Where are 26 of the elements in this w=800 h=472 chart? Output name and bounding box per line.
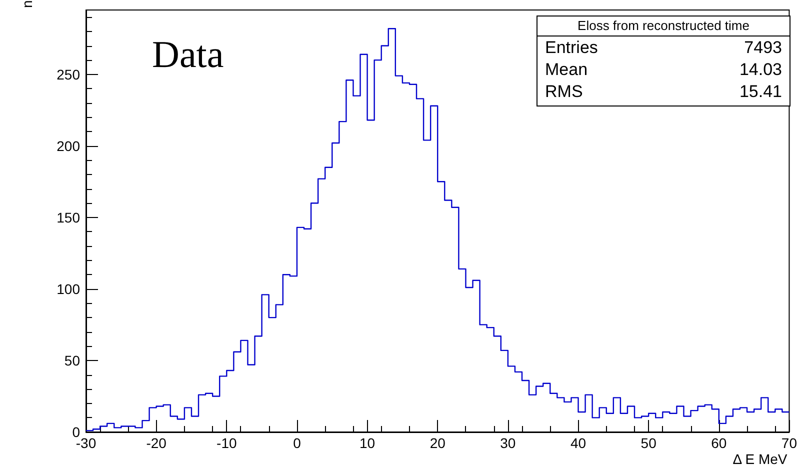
- y-tick-label: 100: [56, 280, 80, 297]
- y-axis-title: n: [19, 0, 35, 8]
- x-tick-label: -10: [216, 435, 237, 451]
- y-tick-label: 0: [72, 424, 80, 440]
- y-tick-label: 250: [56, 66, 80, 82]
- x-tick-label: -20: [146, 435, 167, 451]
- x-tick-label: 50: [640, 435, 657, 451]
- y-tick-label: 50: [64, 352, 80, 368]
- annotation: 7493: [744, 38, 782, 57]
- y-tick-label: 200: [56, 138, 80, 154]
- annotation: Entries: [545, 38, 598, 57]
- y-tick-label: 150: [56, 209, 80, 226]
- x-tick-label: 30: [500, 435, 516, 451]
- annotation: Mean: [545, 60, 588, 79]
- annotation: Data: [152, 34, 224, 76]
- x-tick-label: 40: [570, 435, 586, 451]
- annotation: Eloss from reconstructed time: [578, 18, 750, 33]
- annotation: RMS: [545, 82, 583, 101]
- x-tick-label: 70: [781, 435, 798, 451]
- annotation: 15.41: [739, 82, 782, 101]
- x-tick-label: 10: [359, 435, 376, 451]
- x-tick-label: 60: [711, 435, 727, 451]
- x-tick-label: 0: [293, 435, 302, 451]
- x-axis-title: Δ E MeV: [732, 451, 788, 467]
- annotation: 14.03: [739, 60, 782, 79]
- x-tick-label: 20: [430, 435, 446, 451]
